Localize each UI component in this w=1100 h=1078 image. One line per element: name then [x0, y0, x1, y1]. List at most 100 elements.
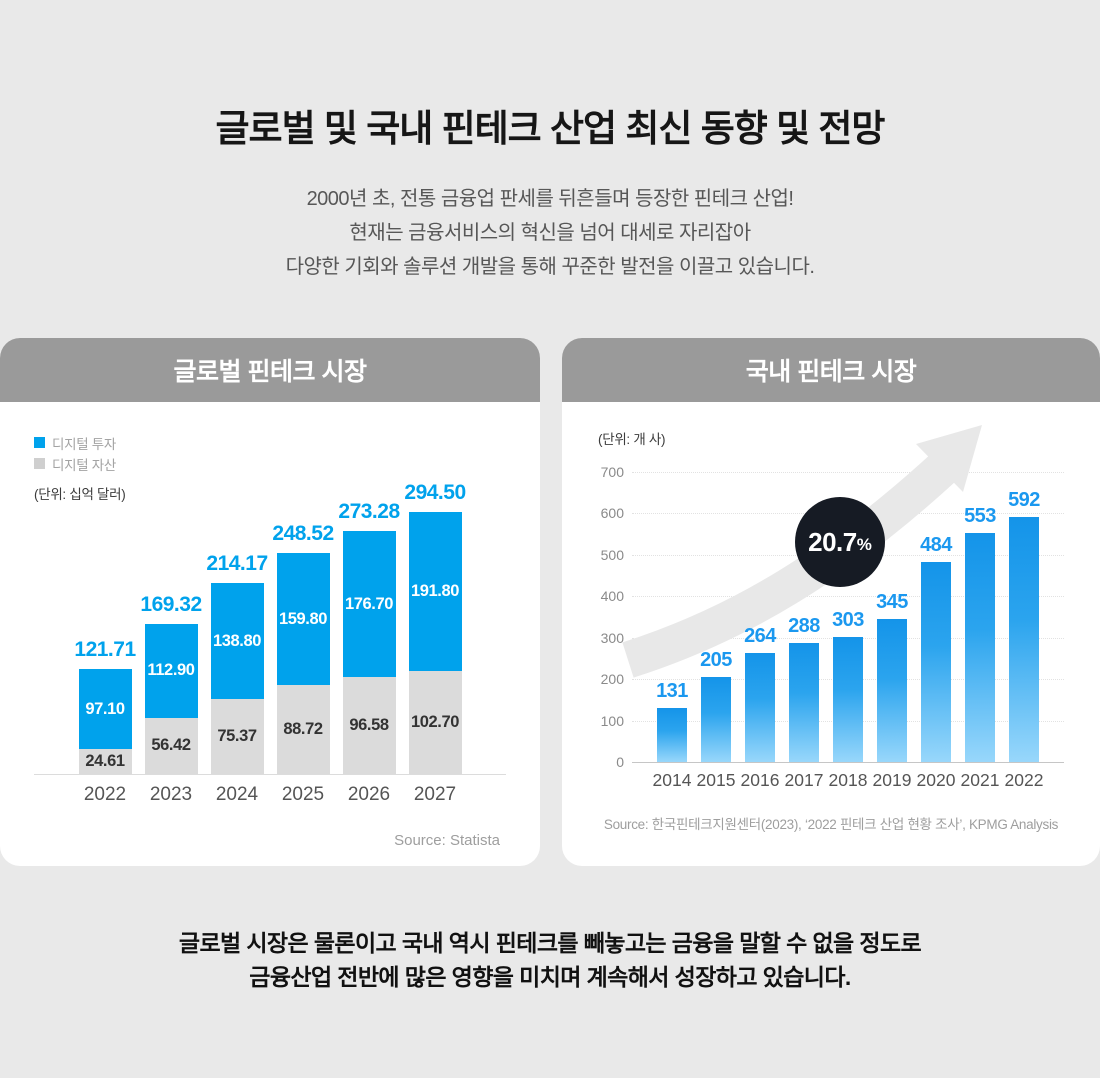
- digital-investment-value-2022: 97.10: [85, 699, 125, 718]
- y-axis-label-400: 400: [600, 588, 624, 605]
- percent-sign: %: [856, 534, 872, 554]
- total-label-2024: 214.17: [206, 552, 268, 576]
- bar-column-2019: 345: [870, 591, 914, 762]
- growth-rate-badge: 20.7%: [795, 497, 885, 587]
- global-card-header: 글로벌 핀테크 시장: [0, 338, 540, 402]
- x-axis-label-2026: 2026: [347, 784, 391, 805]
- global-card-body: 디지털 투자 디지털 자산 (단위: 십억 달러) 121.71 97.10 24.…: [0, 432, 540, 849]
- digital-investment-segment-2025: 159.80: [276, 552, 330, 686]
- legend-swatch-gray: [34, 458, 45, 469]
- digital-investment-segment-2027: 191.80: [408, 512, 462, 672]
- x-axis-label-2023: 2023: [149, 784, 193, 805]
- x-axis-label-2027: 2027: [413, 784, 457, 805]
- subtitle-line-3: 다양한 기회와 솔루션 개발을 통해 꾸준한 발전을 이끌고 있습니다.: [285, 256, 815, 278]
- digital-investment-segment-2023: 112.90: [144, 623, 198, 718]
- bar-2018: [833, 636, 863, 762]
- bar-value-2019: 345: [876, 591, 908, 614]
- x-axis-label-2024: 2024: [215, 784, 259, 805]
- y-axis-label-600: 600: [600, 505, 624, 522]
- stacked-bar-2026: 273.28 176.70 96.58: [338, 500, 400, 774]
- digital-investment-value-2026: 176.70: [344, 594, 394, 613]
- digital-asset-segment-2025: 88.72: [276, 685, 330, 774]
- digital-asset-segment-2022: 24.61: [78, 749, 132, 774]
- bar-column-2021: 553: [958, 505, 1002, 762]
- subtitle-line-2: 현재는 금융서비스의 혁신을 넘어 대세로 자리잡아: [349, 222, 751, 244]
- x-axis-label-2020: 2020: [916, 770, 956, 790]
- subtitle-line-1: 2000년 초, 전통 금융업 판세를 뒤흔들며 등장한 핀테크 산업!: [306, 188, 794, 210]
- stacked-bar-2027: 294.50 191.80 102.70: [404, 481, 466, 774]
- closing-text: 글로벌 시장은 물론이고 국내 역시 핀테크를 빼놓고는 금융을 말할 수 없을…: [0, 926, 1100, 994]
- y-axis-label-200: 200: [600, 671, 624, 688]
- total-label-2026: 273.28: [338, 499, 400, 523]
- page-title: 글로벌 및 국내 핀테크 산업 최신 동향 및 전망: [215, 108, 886, 149]
- digital-asset-value-2024: 75.37: [217, 726, 257, 745]
- bar-2014: [657, 707, 687, 762]
- global-stacked-bar-chart: 121.71 97.10 24.61 169.32 112.90 56.42 214.17 1…: [34, 481, 506, 775]
- page-subtitle: 2000년 초, 전통 금융업 판세를 뒤흔들며 등장한 핀테크 산업! 현재는…: [0, 182, 1100, 284]
- x-axis-label-2015: 2015: [696, 770, 736, 790]
- digital-investment-segment-2026: 176.70: [342, 530, 396, 678]
- digital-investment-segment-2022: 97.10: [78, 668, 132, 750]
- stacked-bar-2025: 248.52 159.80 88.72: [272, 522, 334, 774]
- bar-2017: [789, 642, 819, 762]
- digital-asset-value-2027: 102.70: [410, 713, 460, 732]
- growth-rate-value: 20.7: [808, 526, 857, 557]
- digital-investment-value-2025: 159.80: [278, 609, 328, 628]
- x-axis-label-2014: 2014: [652, 770, 692, 790]
- bar-2016: [745, 652, 775, 762]
- global-source: Source: Statista: [394, 832, 500, 849]
- closing-section: 글로벌 시장은 물론이고 국내 역시 핀테크를 빼놓고는 금융을 말할 수 없을…: [0, 926, 1100, 994]
- legend-swatch-blue: [34, 437, 45, 448]
- bar-value-2020: 484: [920, 533, 952, 556]
- y-axis-label-500: 500: [600, 546, 624, 563]
- domestic-bar-chart: 131 205 264 288 303 345 484 553 592 20.7% 0 100 20…: [601, 425, 1064, 770]
- x-axis-label-2016: 2016: [740, 770, 780, 790]
- digital-investment-value-2027: 191.80: [410, 582, 460, 601]
- global-unit-label: (단위: 십억 달러): [34, 487, 126, 502]
- gridline-700: [632, 472, 1064, 473]
- total-label-2022: 121.71: [74, 637, 136, 661]
- closing-line-2: 금융산업 전반에 많은 영향을 미치며 계속해서 성장하고 있습니다.: [249, 964, 851, 990]
- bar-column-2015: 205: [694, 649, 738, 762]
- bar-value-2021: 553: [964, 504, 996, 527]
- bar-column-2017: 288: [782, 615, 826, 762]
- x-axis-label-2019: 2019: [872, 770, 912, 790]
- x-axis-label-2021: 2021: [960, 770, 1000, 790]
- total-label-2027: 294.50: [404, 481, 466, 505]
- bar-2020: [921, 561, 951, 762]
- y-axis-label-100: 100: [600, 712, 624, 729]
- x-axis-label-2017: 2017: [784, 770, 824, 790]
- bar-column-2020: 484: [914, 533, 958, 762]
- bar-value-2017: 288: [788, 614, 820, 637]
- domestic-x-axis-labels: 2014 2015 2016 2017 2018 2019 2020 2021 2022: [632, 770, 1064, 791]
- legend-label-digital-asset: 디지털 자산: [52, 457, 117, 473]
- digital-investment-value-2024: 138.80: [212, 631, 262, 650]
- legend-label-digital-investment: 디지털 투자: [52, 436, 117, 452]
- domestic-fintech-card: 국내 핀테크 시장 (단위: 개 사) 131 205 264 288 303 345 48…: [562, 338, 1100, 866]
- bar-2021: [965, 532, 995, 762]
- stacked-bar-2022: 121.71 97.10 24.61: [74, 638, 136, 774]
- digital-asset-value-2022: 24.61: [85, 752, 125, 771]
- digital-asset-value-2023: 56.42: [151, 736, 191, 755]
- legend-item-digital-asset: 디지털 자산: [34, 453, 506, 474]
- bar-value-2018: 303: [832, 608, 864, 631]
- digital-asset-segment-2023: 56.42: [144, 717, 198, 774]
- bar-value-2022: 592: [1008, 488, 1040, 511]
- x-axis-label-2022: 2022: [1004, 770, 1044, 790]
- digital-asset-value-2025: 88.72: [283, 720, 323, 739]
- total-label-2023: 169.32: [140, 592, 202, 616]
- bar-value-2016: 264: [744, 624, 776, 647]
- hero-section: 글로벌 및 국내 핀테크 산업 최신 동향 및 전망 2000년 초, 전통 금…: [0, 0, 1100, 284]
- domestic-bars: 131 205 264 288 303 345 484 553 592: [632, 472, 1064, 762]
- y-axis-label-300: 300: [600, 629, 624, 646]
- domestic-source: Source: 한국핀테크지원센터(2023), ‘2022 핀테크 산업 현황…: [603, 817, 1059, 832]
- global-chart-legend: 디지털 투자 디지털 자산: [34, 432, 506, 474]
- domestic-card-header: 국내 핀테크 시장: [562, 338, 1100, 402]
- digital-investment-value-2023: 112.90: [147, 661, 195, 680]
- bar-column-2022: 592: [1002, 489, 1046, 762]
- closing-line-1: 글로벌 시장은 물론이고 국내 역시 핀테크를 빼놓고는 금융을 말할 수 없을…: [178, 930, 922, 956]
- y-axis-label-0: 0: [616, 754, 624, 770]
- bar-2015: [701, 677, 731, 762]
- gridline-0: [632, 762, 1064, 763]
